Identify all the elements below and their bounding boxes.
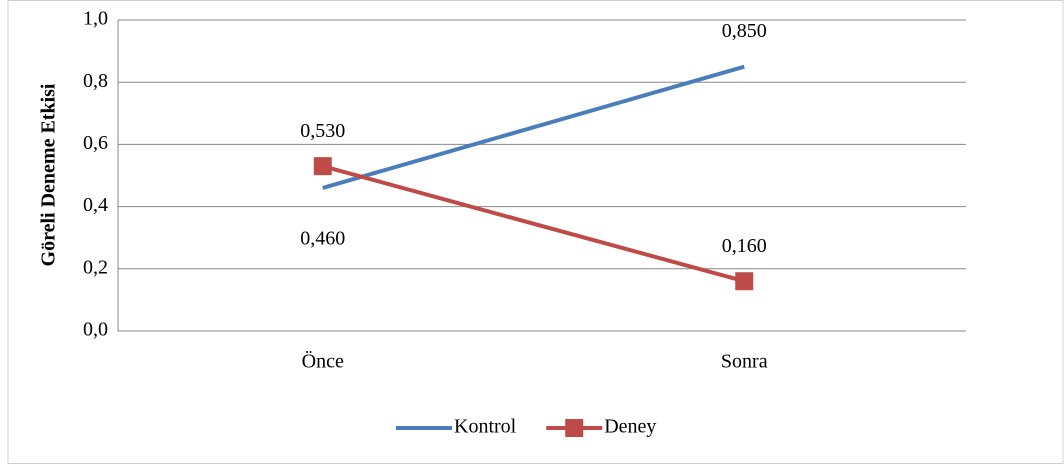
legend-label: Deney (604, 416, 656, 438)
line (322, 64, 745, 190)
y-tick-label: 0,8 (83, 70, 108, 92)
y-tick-label: 1,0 (83, 8, 108, 30)
chart-border (7, 0, 1064, 464)
y-tick-label: 0,6 (83, 132, 108, 154)
legend-marker (565, 419, 584, 437)
y-tick-label: 0,0 (83, 319, 108, 341)
data-label: 0,460 (300, 228, 345, 250)
marker (313, 157, 332, 176)
marker (735, 272, 754, 291)
y-axis-label: Göreli Deneme Etkisi (38, 83, 60, 266)
x-tick-label: Sonra (721, 351, 768, 373)
data-label: 0,850 (722, 20, 767, 42)
data-label: 0,160 (722, 235, 767, 257)
line (322, 164, 745, 284)
data-label: 0,530 (300, 120, 345, 142)
legend-label: Kontrol (454, 416, 517, 438)
y-tick-label: 0,2 (83, 256, 108, 278)
x-tick-label: Önce (302, 350, 344, 373)
y-tick-label: 0,4 (83, 194, 108, 216)
